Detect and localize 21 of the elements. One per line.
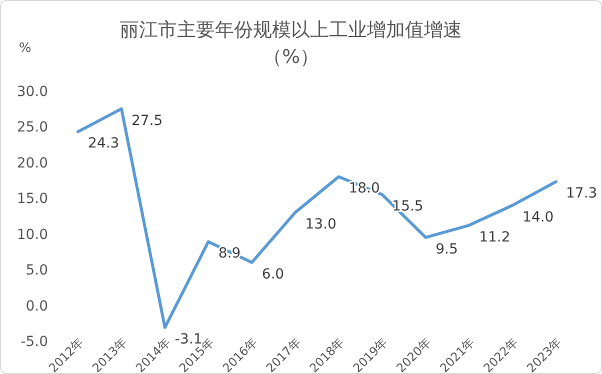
data-label: 13.0 — [305, 216, 336, 232]
data-label: 27.5 — [131, 112, 163, 129]
chart-title: 丽江市主要年份规模以上工业增加值增速 — [120, 19, 462, 41]
y-tick-label: 0.0 — [26, 298, 48, 314]
y-axis-title: % — [18, 41, 32, 56]
data-label: 9.5 — [436, 241, 458, 258]
line-series — [76, 107, 558, 329]
data-label: 24.3 — [88, 136, 120, 152]
y-tick-label: 10.0 — [16, 226, 48, 243]
y-tick-label: 20.0 — [16, 155, 48, 172]
y-tick-label: 25.0 — [16, 120, 48, 136]
data-label: 6.0 — [262, 266, 284, 282]
y-tick-label: -5.0 — [20, 334, 48, 350]
y-tick-label: 15.0 — [16, 191, 48, 208]
data-label: 14.0 — [522, 209, 554, 226]
data-label: -3.1 — [174, 331, 202, 348]
y-tick-label: 30.0 — [16, 84, 48, 100]
y-tick-label: 5.0 — [26, 262, 48, 279]
data-label: 17.3 — [566, 186, 598, 202]
chart-subtitle: （%） — [262, 46, 320, 68]
data-label: 11.2 — [479, 229, 510, 246]
